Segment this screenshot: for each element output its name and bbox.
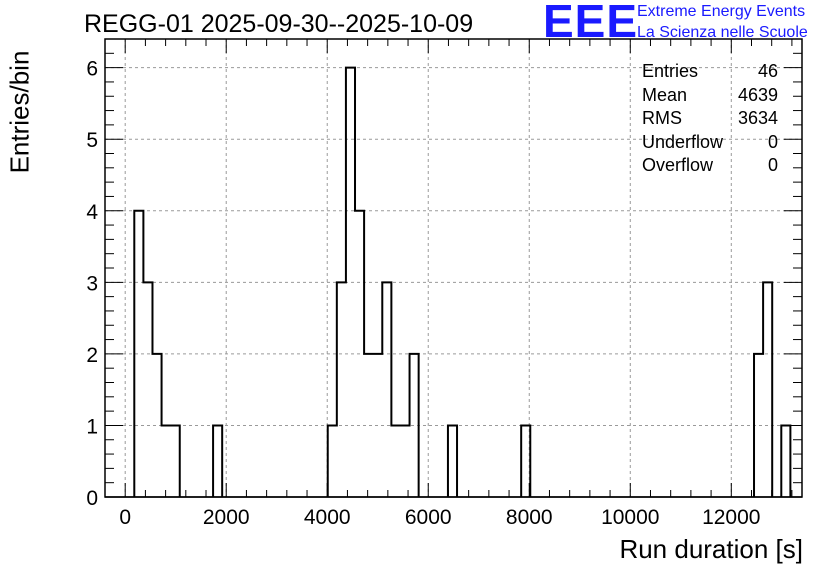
x-tick-label: 0 [119,506,131,529]
x-tick-label: 6000 [405,506,452,529]
y-tick-label: 1 [86,415,98,438]
histogram-bin [448,425,457,497]
eee-logo: EEE [543,0,639,47]
y-tick-label: 0 [86,487,98,510]
stats-value: 0 [767,131,778,152]
logo-line-1: Extreme Energy Events [637,3,806,20]
stats-value: 4639 [737,84,778,105]
stats-value: 46 [757,61,778,81]
histogram-bin [410,354,419,497]
stats-row-mean: Mean 4639 [642,84,778,108]
y-tick-label: 4 [86,201,98,224]
histogram-bin [391,425,400,497]
y-axis-label: Entries/bin [4,50,35,174]
chart-title: REGG-01 2025-09-30--2025-10-09 [84,10,474,38]
histogram-bin [328,425,337,497]
histogram-bin [337,282,346,497]
histogram-bin [162,425,180,497]
histogram-line [133,66,792,497]
stats-value: 0 [767,155,778,175]
y-tick-label: 2 [86,344,98,367]
y-tick-label: 5 [86,129,98,152]
x-tick-label: 4000 [304,506,351,529]
x-tick-label: 2000 [203,506,250,529]
stats-row-rms: RMS 3634 [642,107,778,131]
stats-value: 3634 [737,108,778,128]
logo-line-2: La Scienza nelle Scuole [637,24,808,41]
histogram-bin [400,425,409,497]
y-tick-label: 3 [86,272,98,295]
y-tick-label: 6 [86,58,98,81]
stats-row-overflow: Overflow 0 [642,154,778,178]
histogram-bin [152,354,161,497]
histogram-bin [346,68,355,497]
stats-box: Entries 46 Mean 4639 RMS 3634 Underflow … [642,60,778,178]
stats-label: Underflow [642,131,724,152]
histogram-bin [781,425,790,497]
x-axis-label: Run duration [s] [619,534,803,564]
histogram-bin [134,211,143,497]
stats-label: Mean [642,84,688,105]
histogram-bin [763,282,772,497]
x-tick-label: 12000 [702,506,760,529]
histogram-bin [213,425,222,497]
x-tick-label: 8000 [506,506,553,529]
stats-label: RMS [642,108,682,128]
stats-label: Overflow [642,155,714,175]
histogram-bin [364,354,382,497]
x-tick-label: 10000 [601,506,659,529]
histogram-bin [355,211,364,497]
stats-label: Entries [642,61,699,81]
histogram-bin [521,425,530,497]
histogram-bin [754,354,763,497]
stats-row-underflow: Underflow 0 [642,131,778,155]
stats-row-entries: Entries 46 [642,60,778,84]
histogram-bin [382,282,391,497]
histogram-bin [143,282,152,497]
